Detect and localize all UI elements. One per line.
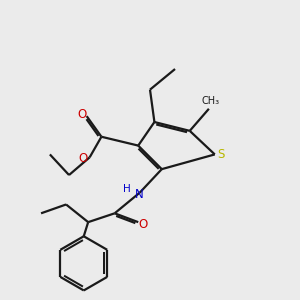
Text: O: O xyxy=(138,218,147,231)
Text: S: S xyxy=(218,148,225,161)
Text: O: O xyxy=(79,152,88,165)
Text: H: H xyxy=(123,184,130,194)
Text: N: N xyxy=(135,188,143,201)
Text: CH₃: CH₃ xyxy=(201,96,219,106)
Text: O: O xyxy=(78,108,87,121)
